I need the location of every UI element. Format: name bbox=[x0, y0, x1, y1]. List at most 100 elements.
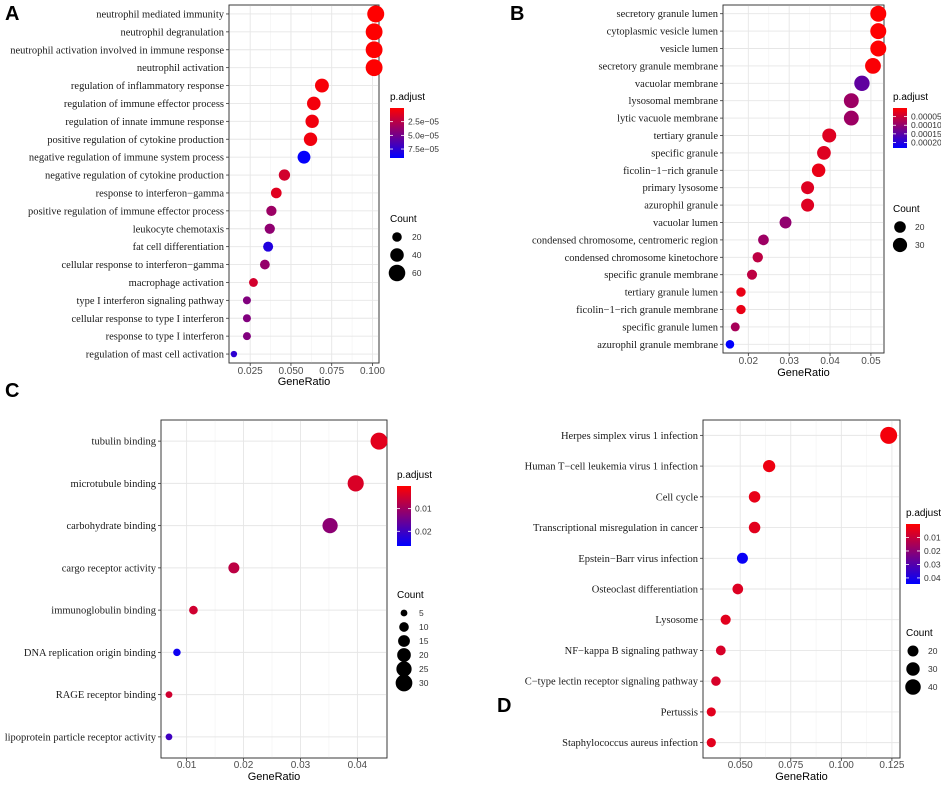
size-legend-label: 5 bbox=[419, 608, 424, 618]
data-point bbox=[305, 114, 319, 129]
size-legend-label: 30 bbox=[419, 678, 429, 688]
data-point bbox=[278, 169, 291, 181]
category-label: neutrophil activation bbox=[137, 63, 225, 74]
plot-border bbox=[228, 4, 380, 364]
plot-area bbox=[160, 419, 388, 759]
data-point bbox=[249, 278, 258, 287]
data-point bbox=[270, 187, 282, 199]
color-bar-label: 0.00010 bbox=[911, 120, 941, 130]
category-label: negative regulation of cytokine producti… bbox=[45, 171, 225, 182]
color-legend-title: p.adjust bbox=[390, 92, 425, 103]
x-tick-label: 0.075 bbox=[319, 366, 344, 377]
color-bar-label: 0.00020 bbox=[911, 137, 941, 147]
category-label: specific granule bbox=[651, 148, 718, 159]
size-legend-dot bbox=[399, 622, 409, 632]
x-tick-label: 0.075 bbox=[778, 760, 803, 771]
category-label: neutrophil activation involved in immune… bbox=[10, 45, 224, 56]
data-point bbox=[779, 216, 792, 229]
category-label: Staphylococcus aureus infection bbox=[562, 738, 699, 749]
size-legend-label: 10 bbox=[419, 622, 429, 632]
data-point bbox=[865, 58, 881, 74]
x-tick-label: 0.050 bbox=[278, 366, 303, 377]
color-bar-label: 7.5e−05 bbox=[408, 144, 439, 154]
category-label: cellular response to interferon−gamma bbox=[62, 260, 225, 271]
size-legend-dot bbox=[894, 221, 906, 233]
data-point bbox=[720, 614, 731, 625]
x-tick-label: 0.03 bbox=[291, 760, 311, 771]
category-label: secretory granule membrane bbox=[598, 61, 718, 72]
data-point bbox=[314, 78, 329, 93]
size-legend-title: Count bbox=[893, 204, 920, 215]
data-point bbox=[736, 304, 746, 315]
category-label: positive regulation of immune effector p… bbox=[28, 206, 224, 217]
size-legend-title: Count bbox=[397, 590, 424, 601]
category-label: secretory granule lumen bbox=[617, 9, 719, 20]
category-label: Epstein−Barr virus infection bbox=[578, 554, 698, 565]
data-point bbox=[880, 426, 898, 444]
x-tick-label: 0.04 bbox=[348, 760, 368, 771]
category-label: neutrophil mediated immunity bbox=[96, 9, 224, 20]
panel-label: B bbox=[510, 3, 524, 25]
category-label: primary lysosome bbox=[642, 183, 718, 194]
data-point bbox=[259, 259, 270, 270]
size-legend-label: 25 bbox=[419, 664, 429, 674]
size-legend-label: 30 bbox=[928, 664, 938, 674]
category-label: cytoplasmic vesicle lumen bbox=[607, 27, 719, 38]
data-point bbox=[230, 350, 238, 358]
size-legend-dot bbox=[392, 232, 402, 242]
category-label: Transcriptional misregulation in cancer bbox=[533, 523, 698, 534]
size-legend-dot bbox=[390, 248, 404, 262]
category-label: ficolin−1−rich granule membrane bbox=[576, 305, 718, 316]
data-point bbox=[715, 645, 726, 656]
color-legend-title: p.adjust bbox=[893, 92, 928, 103]
category-label: immunoglobulin binding bbox=[51, 606, 156, 617]
size-legend-label: 20 bbox=[412, 232, 422, 242]
plot-border bbox=[160, 419, 388, 759]
data-point bbox=[242, 332, 251, 341]
color-bar-label: 5.0e−05 bbox=[408, 130, 439, 140]
data-point bbox=[870, 40, 887, 57]
data-point bbox=[706, 738, 716, 748]
category-label: specific granule lumen bbox=[622, 322, 718, 333]
data-point bbox=[189, 605, 198, 615]
category-label: azurophil granule membrane bbox=[597, 340, 718, 351]
x-tick-label: 0.125 bbox=[879, 760, 904, 771]
category-label: regulation of inflammatory response bbox=[71, 81, 224, 92]
data-point bbox=[817, 146, 831, 160]
category-label: azurophil granule bbox=[644, 201, 718, 212]
data-point bbox=[843, 110, 859, 126]
category-label: positive regulation of cytokine producti… bbox=[47, 135, 224, 146]
panel-label: D bbox=[497, 695, 511, 717]
data-point bbox=[266, 205, 277, 216]
category-label: cellular response to type I interferon bbox=[72, 314, 225, 325]
data-point bbox=[711, 676, 721, 686]
data-point bbox=[763, 459, 776, 473]
size-legend-label: 20 bbox=[928, 646, 938, 656]
x-axis-title: GeneRatio bbox=[278, 376, 331, 388]
color-bar-label: 0.00015 bbox=[911, 129, 941, 139]
color-legend-title: p.adjust bbox=[397, 470, 432, 481]
data-point bbox=[843, 93, 859, 109]
data-point bbox=[801, 198, 815, 212]
category-label: tubulin binding bbox=[92, 437, 157, 448]
category-label: lipoprotein particle receptor activity bbox=[5, 732, 157, 743]
data-point bbox=[732, 583, 744, 595]
size-legend-dot bbox=[400, 609, 408, 617]
size-legend-title: Count bbox=[390, 214, 417, 225]
data-point bbox=[165, 691, 173, 699]
data-point bbox=[228, 562, 240, 574]
data-point bbox=[801, 181, 815, 195]
category-label: cargo receptor activity bbox=[62, 563, 157, 574]
x-tick-label: 0.05 bbox=[861, 356, 881, 367]
data-point bbox=[748, 521, 761, 534]
category-label: tertiary granule lumen bbox=[625, 288, 719, 299]
size-legend-dot bbox=[397, 648, 411, 662]
category-label: leukocyte chemotaxis bbox=[133, 224, 224, 235]
data-point bbox=[730, 322, 740, 332]
color-bar bbox=[390, 108, 404, 158]
data-point bbox=[365, 41, 383, 59]
category-label: carbohydrate binding bbox=[66, 521, 156, 532]
panel-b-go-cc-dotplot: B 0.02 0.03 0.04 0.05 secretory granule lumen… bbox=[510, 3, 941, 379]
x-tick-label: 0.02 bbox=[234, 760, 254, 771]
